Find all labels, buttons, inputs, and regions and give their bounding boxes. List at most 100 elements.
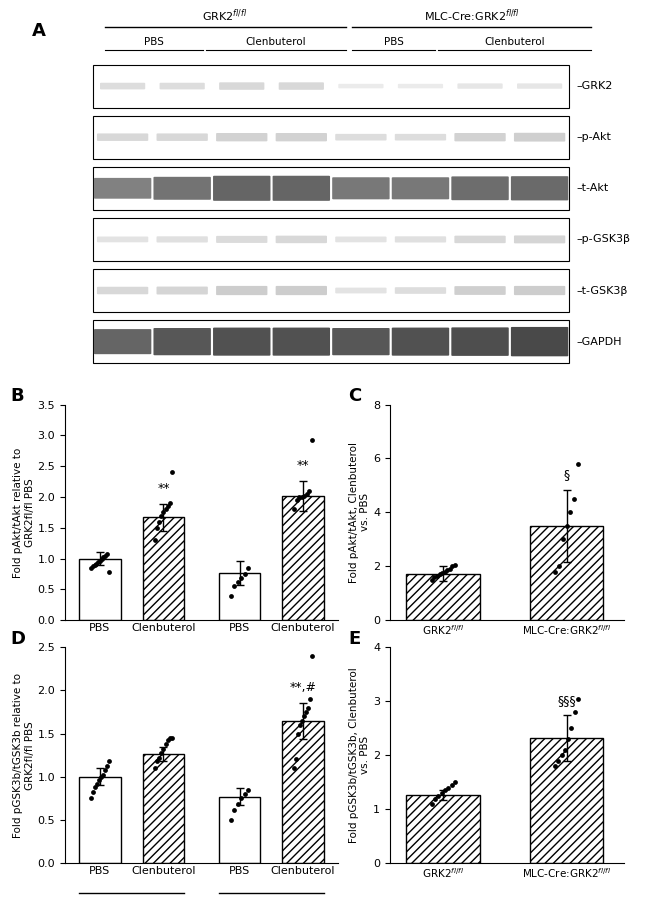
FancyBboxPatch shape: [451, 176, 509, 200]
Point: [96, 551, 107, 565]
Point: [289, 503, 300, 517]
FancyBboxPatch shape: [157, 236, 208, 243]
Bar: [143, 517, 184, 620]
Point: [154, 751, 164, 765]
FancyBboxPatch shape: [97, 236, 148, 243]
Point: [307, 649, 317, 663]
Point: [90, 780, 100, 795]
Point: [88, 559, 98, 574]
Point: [550, 565, 560, 579]
Text: GRK2$^{fl/fl}$: GRK2$^{fl/fl}$: [202, 8, 247, 24]
Point: [293, 726, 304, 741]
FancyBboxPatch shape: [93, 218, 569, 261]
Bar: [219, 797, 260, 863]
FancyBboxPatch shape: [335, 236, 387, 243]
Point: [236, 571, 246, 585]
FancyBboxPatch shape: [93, 269, 569, 312]
Point: [243, 561, 254, 575]
Bar: [283, 721, 324, 863]
Point: [167, 731, 177, 745]
FancyBboxPatch shape: [392, 327, 449, 356]
Point: [426, 573, 437, 587]
Point: [162, 499, 173, 513]
FancyBboxPatch shape: [395, 287, 446, 294]
Bar: [406, 574, 480, 620]
FancyBboxPatch shape: [395, 236, 446, 243]
Bar: [79, 777, 120, 863]
Point: [437, 786, 447, 800]
Text: §§§: §§§: [557, 694, 576, 707]
Text: E: E: [348, 630, 360, 648]
Point: [96, 770, 106, 784]
Text: Clenbuterol: Clenbuterol: [484, 37, 545, 47]
Point: [229, 579, 239, 593]
Point: [295, 717, 306, 732]
FancyBboxPatch shape: [216, 236, 267, 243]
Bar: [79, 558, 120, 620]
Point: [291, 752, 302, 767]
FancyBboxPatch shape: [93, 167, 569, 209]
Point: [156, 745, 166, 760]
Bar: [219, 573, 260, 620]
Point: [307, 433, 317, 448]
FancyBboxPatch shape: [97, 133, 148, 141]
Point: [229, 802, 239, 816]
FancyBboxPatch shape: [272, 327, 330, 356]
Point: [226, 589, 236, 603]
Point: [150, 533, 160, 547]
Point: [165, 731, 176, 745]
FancyBboxPatch shape: [451, 327, 509, 356]
Text: –p-Akt: –p-Akt: [577, 132, 612, 142]
Point: [565, 505, 575, 520]
Point: [165, 496, 176, 511]
FancyBboxPatch shape: [514, 236, 566, 244]
Point: [161, 503, 171, 517]
Point: [550, 759, 560, 773]
Point: [88, 785, 98, 799]
Point: [569, 705, 580, 719]
Text: **: **: [157, 482, 170, 495]
Point: [236, 791, 246, 806]
Point: [90, 557, 100, 572]
Point: [560, 743, 570, 757]
FancyBboxPatch shape: [276, 236, 327, 243]
FancyBboxPatch shape: [213, 327, 270, 356]
FancyBboxPatch shape: [153, 177, 211, 200]
Point: [158, 505, 168, 520]
Text: –t-Akt: –t-Akt: [577, 183, 609, 193]
Text: PBS: PBS: [144, 37, 164, 47]
FancyBboxPatch shape: [458, 84, 502, 89]
Point: [301, 705, 311, 719]
FancyBboxPatch shape: [100, 83, 145, 89]
Point: [98, 550, 109, 565]
Y-axis label: Fold pGSK3b/tGSK3b relative to
GRK2fl/fl PBS: Fold pGSK3b/tGSK3b relative to GRK2fl/fl…: [13, 672, 34, 838]
FancyBboxPatch shape: [517, 84, 562, 89]
Point: [563, 732, 573, 746]
FancyBboxPatch shape: [454, 133, 506, 141]
Text: PBS: PBS: [384, 37, 404, 47]
Point: [553, 753, 564, 768]
Point: [304, 484, 315, 498]
Bar: [143, 754, 184, 863]
Point: [302, 486, 312, 501]
Point: [99, 762, 110, 777]
Point: [102, 547, 112, 561]
Bar: [530, 738, 603, 863]
Point: [103, 754, 114, 769]
Text: –t-GSK3β: –t-GSK3β: [577, 286, 628, 296]
Point: [443, 780, 454, 795]
Point: [167, 465, 177, 479]
Point: [447, 778, 457, 792]
Text: D: D: [10, 630, 25, 648]
Point: [101, 759, 112, 773]
FancyBboxPatch shape: [454, 286, 506, 295]
Point: [554, 559, 564, 574]
Point: [94, 773, 104, 788]
Point: [226, 813, 236, 827]
FancyBboxPatch shape: [398, 84, 443, 88]
Point: [296, 490, 307, 504]
Text: –p-GSK3β: –p-GSK3β: [577, 235, 630, 245]
FancyBboxPatch shape: [335, 134, 387, 140]
Y-axis label: Fold pGSK3b/tGSK3b, Clenbuterol
vs. PBS: Fold pGSK3b/tGSK3b, Clenbuterol vs. PBS: [349, 667, 370, 843]
Point: [573, 691, 583, 706]
